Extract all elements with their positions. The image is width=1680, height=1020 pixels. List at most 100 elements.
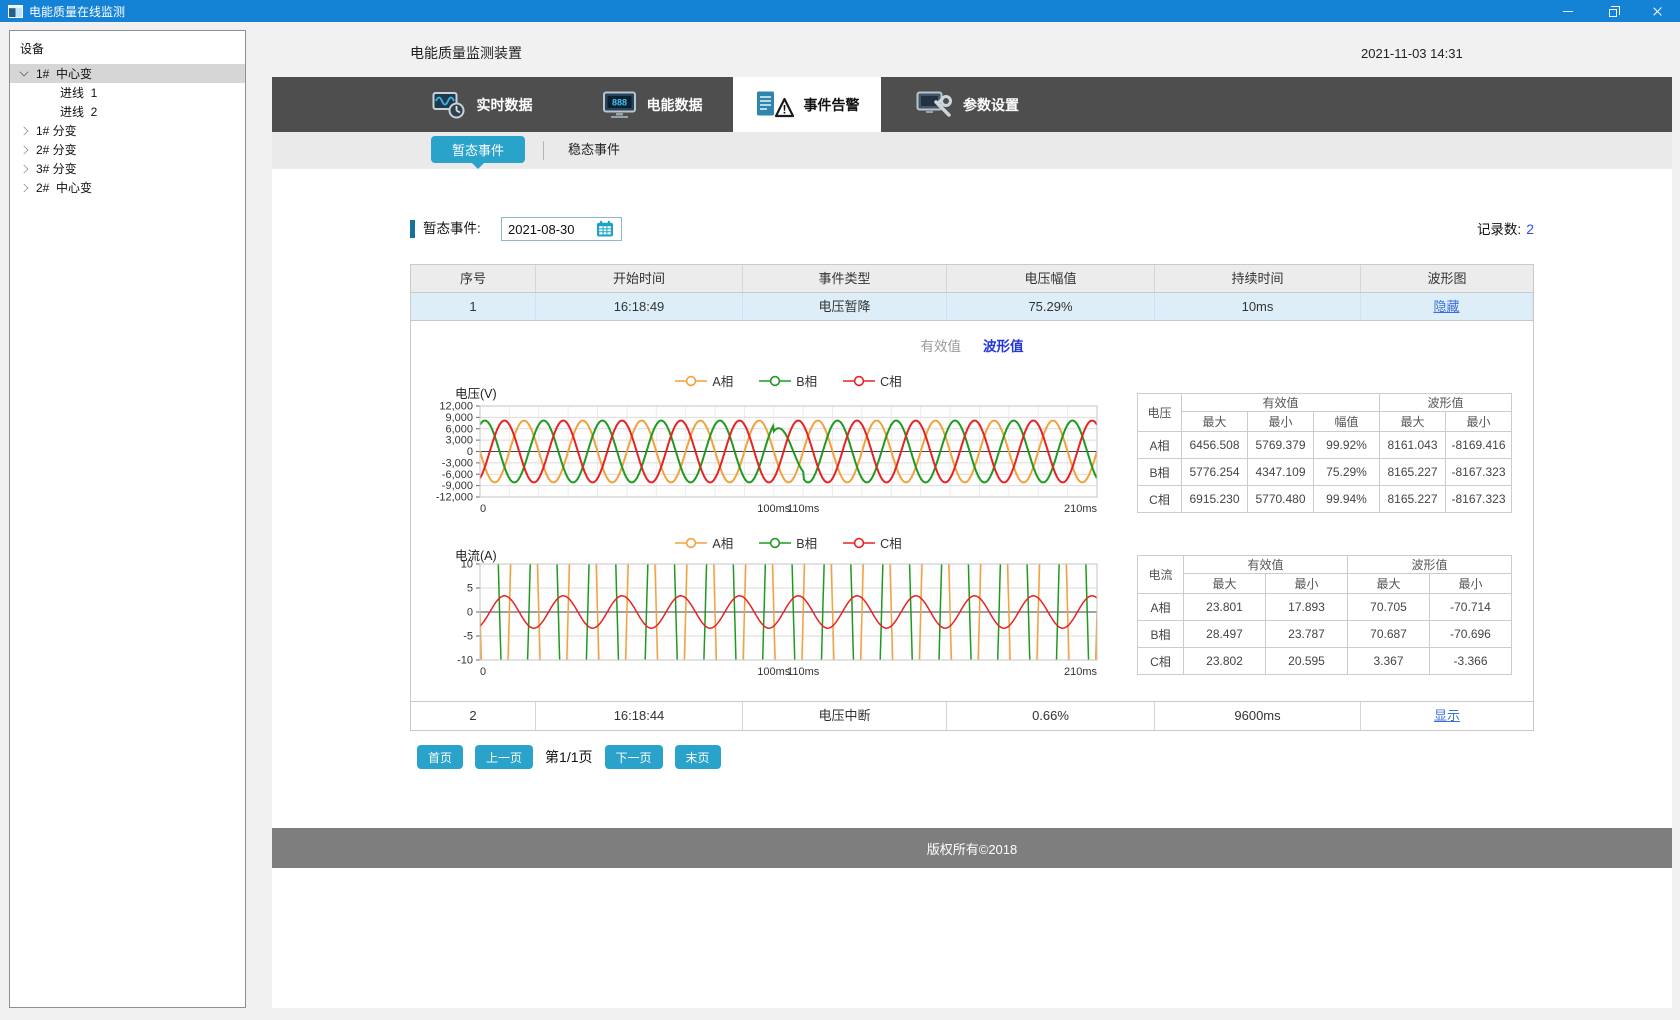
pagination: 首页 上一页 第1/1页 下一页 末页 — [417, 745, 721, 769]
stats-col: 最小 — [1247, 411, 1314, 432]
current-stats-table: 电流 有效值 波形值 最大 最小 最大 最小 A相 23.801 — [1137, 555, 1512, 675]
tab-realtime-data[interactable]: 实时数据 — [412, 77, 552, 132]
svg-text:-6,000: -6,000 — [442, 469, 473, 481]
col-header-start-time: 开始时间 — [536, 265, 743, 292]
main-header: 电能质量监测装置 2021-11-03 14:31 — [272, 30, 1672, 77]
svg-text:0: 0 — [467, 446, 473, 458]
tree-item-sub-transformer-1[interactable]: 1# 分变 — [10, 121, 245, 140]
value-type-toggle: 有效值 波形值 — [411, 335, 1533, 355]
cell-voltage-magnitude: 75.29% — [947, 293, 1155, 320]
svg-text:210ms: 210ms — [1064, 666, 1098, 678]
stats-value: 5776.254 — [1181, 458, 1248, 486]
toggle-rms-value[interactable]: 有效值 — [920, 339, 962, 354]
svg-text:!: ! — [782, 102, 786, 116]
stats-value: 6456.508 — [1181, 431, 1248, 459]
legend-item-phase-c[interactable]: C相 — [843, 533, 902, 552]
voltage-legend: A相 B相 C相 — [480, 371, 1097, 390]
stats-phase: B相 — [1137, 620, 1184, 648]
date-picker — [501, 217, 622, 241]
stats-value: 5769.379 — [1247, 431, 1314, 459]
legend-label: C相 — [880, 537, 902, 551]
minimize-button[interactable] — [1545, 0, 1590, 22]
stats-group-rms: 有效值 — [1181, 393, 1380, 412]
prev-page-button[interactable]: 上一页 — [475, 745, 534, 769]
subtab-bar: 暂态事件 稳态事件 — [272, 132, 1672, 169]
stats-value: 23.802 — [1183, 647, 1266, 675]
toggle-waveform-value[interactable]: 波形值 — [983, 339, 1024, 354]
calendar-icon — [597, 220, 613, 237]
show-waveform-link[interactable]: 显示 — [1433, 708, 1460, 723]
tab-energy-data[interactable]: 888 电能数据 — [587, 77, 717, 132]
series-marker-icon — [675, 537, 708, 548]
voltage-stats-table: 电压 有效值 波形值 最大 最小 幅值 最大 最小 A相 — [1137, 393, 1512, 513]
tree-item-sub-transformer-2[interactable]: 2# 分变 — [10, 140, 245, 159]
next-page-button[interactable]: 下一页 — [604, 745, 663, 769]
subtab-separator — [543, 141, 544, 160]
subtab-steady-events[interactable]: 稳态事件 — [568, 142, 621, 157]
chevron-right-icon[interactable] — [19, 183, 29, 192]
stats-value: 5770.480 — [1247, 485, 1314, 513]
subtab-transient-events[interactable]: 暂态事件 — [431, 136, 525, 163]
chevron-right-icon[interactable] — [19, 145, 29, 154]
last-page-button[interactable]: 末页 — [674, 745, 721, 769]
tree-item-sub-transformer-3[interactable]: 3# 分变 — [10, 159, 245, 178]
record-count: 记录数: 2 — [1476, 221, 1534, 237]
series-marker-icon — [675, 375, 708, 386]
cell-duration: 10ms — [1155, 293, 1361, 320]
svg-text:210ms: 210ms — [1064, 503, 1098, 515]
svg-text:0: 0 — [467, 607, 473, 619]
col-header-voltage-magnitude: 电压幅值 — [947, 265, 1155, 292]
stats-group-wave: 波形值 — [1347, 555, 1512, 574]
chevron-right-icon[interactable] — [19, 126, 29, 135]
stats-group-rms: 有效值 — [1183, 555, 1348, 574]
col-header-duration: 持续时间 — [1155, 265, 1361, 292]
date-input[interactable] — [502, 220, 594, 238]
svg-text:-3,000: -3,000 — [442, 457, 473, 469]
stats-group-wave: 波形值 — [1379, 393, 1512, 412]
device-title: 电能质量监测装置 — [410, 45, 522, 61]
tab-bar: 实时数据 888 电能数据 ! 事件告警 — [272, 77, 1672, 132]
stats-value: 3.367 — [1347, 647, 1430, 675]
tree-item-center-transformer-1[interactable]: 1# 中心变 — [10, 64, 245, 83]
legend-item-phase-a[interactable]: A相 — [675, 371, 733, 390]
stats-value: 99.92% — [1313, 431, 1380, 459]
legend-item-phase-c[interactable]: C相 — [843, 371, 902, 390]
svg-text:6,000: 6,000 — [445, 423, 473, 435]
voltage-axis-title: 电压(V) — [455, 387, 497, 401]
calendar-button[interactable] — [594, 218, 616, 240]
col-header-index: 序号 — [411, 265, 536, 292]
tab-event-alarm[interactable]: ! 事件告警 — [733, 77, 881, 132]
svg-text:-5: -5 — [463, 631, 473, 643]
hide-waveform-link[interactable]: 隐藏 — [1433, 299, 1460, 314]
stats-phase: C相 — [1137, 647, 1184, 675]
legend-label: B相 — [796, 375, 818, 389]
tab-label: 参数设置 — [963, 96, 1019, 113]
current-legend: A相 B相 C相 — [480, 533, 1097, 552]
close-button[interactable] — [1635, 0, 1680, 22]
stats-col: 最小 — [1445, 411, 1512, 432]
tree-item-incoming-line-1[interactable]: 进线 1 — [10, 83, 245, 102]
stats-value: 23.787 — [1265, 620, 1348, 648]
filter-row: 暂态事件: 记录数:2 — [272, 216, 1672, 242]
legend-item-phase-b[interactable]: B相 — [759, 533, 817, 552]
chevron-right-icon[interactable] — [19, 164, 29, 173]
subtab-pointer — [472, 163, 484, 169]
chevron-down-icon[interactable] — [19, 67, 29, 77]
tree-item-center-transformer-2[interactable]: 2# 中心变 — [10, 178, 245, 197]
stats-corner: 电压 — [1137, 393, 1182, 432]
tab-parameter-settings[interactable]: 参数设置 — [900, 77, 1035, 132]
col-header-event-type: 事件类型 — [743, 265, 947, 292]
event-alarm-icon: ! — [756, 91, 794, 117]
legend-item-phase-b[interactable]: B相 — [759, 371, 817, 390]
tree-item-incoming-line-2[interactable]: 进线 2 — [10, 102, 245, 121]
stats-value: 8165.227 — [1379, 458, 1446, 486]
svg-text:100ms: 100ms — [757, 666, 791, 678]
cell-event-type: 电压中断 — [743, 702, 947, 730]
event-table-header: 序号 开始时间 事件类型 电压幅值 持续时间 波形图 — [411, 265, 1533, 293]
legend-item-phase-a[interactable]: A相 — [675, 533, 733, 552]
maximize-button[interactable] — [1590, 0, 1635, 22]
content-area: 暂态事件: 记录数:2 — [272, 169, 1672, 828]
first-page-button[interactable]: 首页 — [417, 745, 464, 769]
stats-value: 8165.227 — [1379, 485, 1446, 513]
